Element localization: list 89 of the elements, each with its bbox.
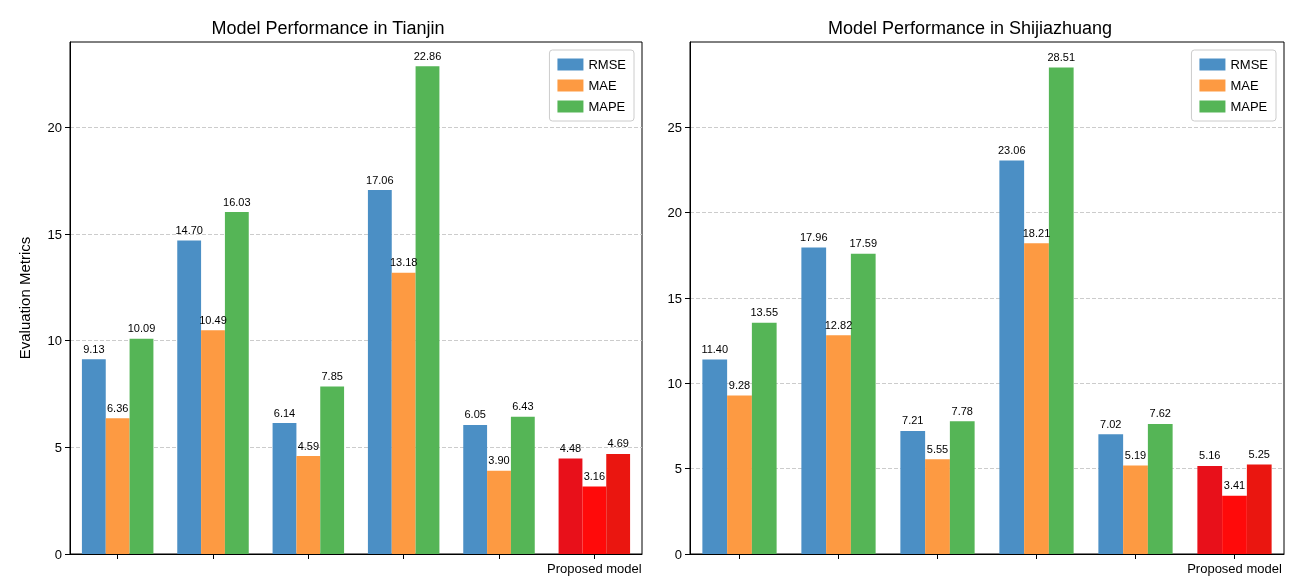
data-label: 7.85 bbox=[321, 370, 343, 383]
data-label: 23.06 bbox=[997, 143, 1026, 156]
data-label: 5.25 bbox=[1248, 447, 1270, 460]
legend-label: MAPE bbox=[1230, 99, 1268, 114]
bar bbox=[463, 424, 488, 554]
y-tick-label: 20 bbox=[667, 205, 682, 221]
bar bbox=[129, 338, 154, 554]
data-label: 4.69 bbox=[607, 437, 629, 450]
y-tick-label: 5 bbox=[54, 439, 62, 455]
bar bbox=[105, 418, 130, 554]
bar bbox=[1098, 434, 1124, 554]
data-label: 13.55 bbox=[750, 306, 779, 319]
data-label: 6.36 bbox=[106, 401, 129, 414]
data-label: 7.78 bbox=[951, 404, 973, 417]
y-tick-label: 15 bbox=[47, 226, 62, 242]
data-label: 17.59 bbox=[849, 237, 878, 250]
data-label: 5.19 bbox=[1124, 448, 1147, 461]
bar bbox=[1123, 465, 1148, 554]
chart-title: Model Performance in Shijiazhuang bbox=[827, 18, 1113, 38]
bar bbox=[320, 386, 345, 554]
y-tick-label: 10 bbox=[47, 333, 62, 349]
bar bbox=[1197, 465, 1223, 554]
data-label: 6.05 bbox=[464, 408, 486, 421]
bar bbox=[949, 421, 975, 554]
x-tick-label: Proposed model bbox=[547, 561, 642, 576]
data-label: 5.55 bbox=[926, 442, 949, 455]
data-label: 4.59 bbox=[297, 439, 320, 452]
bar bbox=[999, 160, 1025, 554]
legend-label: MAPE bbox=[588, 99, 626, 114]
bar bbox=[702, 359, 728, 554]
bar bbox=[487, 470, 511, 554]
data-label: 17.06 bbox=[366, 173, 394, 186]
data-label: 3.16 bbox=[583, 470, 606, 483]
data-label: 11.40 bbox=[701, 342, 729, 355]
bar bbox=[81, 359, 106, 554]
bar bbox=[1222, 495, 1247, 554]
data-label: 17.96 bbox=[799, 230, 828, 243]
bar bbox=[1246, 464, 1272, 554]
bar bbox=[367, 190, 392, 554]
bar bbox=[727, 395, 752, 554]
bar bbox=[510, 416, 535, 554]
data-label: 6.14 bbox=[273, 406, 296, 419]
legend-label: RMSE bbox=[588, 57, 627, 72]
data-label: 10.09 bbox=[127, 322, 156, 335]
bar bbox=[751, 322, 777, 554]
data-label: 7.62 bbox=[1149, 407, 1171, 420]
x-tick-label: Proposed model bbox=[1187, 561, 1282, 576]
y-tick-label: 0 bbox=[54, 546, 62, 562]
data-label: 16.03 bbox=[223, 195, 251, 208]
legend-label: MAE bbox=[1230, 78, 1259, 93]
data-label: 3.41 bbox=[1223, 479, 1246, 492]
bar bbox=[1147, 423, 1173, 554]
bar bbox=[900, 430, 926, 554]
bar bbox=[826, 335, 851, 554]
y-tick-label: 20 bbox=[47, 119, 62, 135]
data-label: 3.90 bbox=[488, 454, 510, 467]
bar bbox=[201, 330, 225, 554]
y-tick-label: 5 bbox=[674, 461, 682, 477]
data-label: 7.21 bbox=[902, 414, 924, 427]
bar bbox=[272, 423, 297, 554]
chart-title: Model Performance in Tianjin bbox=[211, 18, 445, 38]
bar bbox=[415, 66, 440, 554]
data-label: 6.43 bbox=[512, 400, 534, 413]
data-label: 4.48 bbox=[559, 441, 582, 454]
data-label: 7.02 bbox=[1100, 417, 1122, 430]
bar bbox=[558, 458, 583, 554]
data-label: 9.28 bbox=[728, 379, 751, 392]
bar bbox=[177, 240, 202, 554]
y-tick-label: 15 bbox=[667, 290, 682, 306]
data-label: 22.86 bbox=[413, 49, 442, 62]
legend-label: MAE bbox=[588, 78, 617, 93]
data-label: 28.51 bbox=[1047, 50, 1076, 63]
data-label: 14.70 bbox=[175, 223, 203, 236]
bar bbox=[925, 459, 950, 554]
bar bbox=[296, 456, 321, 554]
bar bbox=[606, 453, 631, 554]
data-label: 5.16 bbox=[1199, 449, 1221, 462]
y-tick-label: 25 bbox=[667, 119, 682, 135]
bar bbox=[801, 247, 827, 554]
legend-label: RMSE bbox=[1230, 57, 1269, 72]
bar bbox=[1048, 67, 1074, 554]
bar bbox=[582, 486, 607, 554]
bar bbox=[850, 253, 876, 554]
data-label: 9.13 bbox=[83, 342, 105, 355]
bar bbox=[391, 272, 416, 554]
y-axis-title: Evaluation Metrics bbox=[16, 236, 33, 360]
y-tick-label: 0 bbox=[674, 546, 682, 562]
y-tick-label: 10 bbox=[667, 375, 682, 391]
bar bbox=[1024, 243, 1049, 554]
